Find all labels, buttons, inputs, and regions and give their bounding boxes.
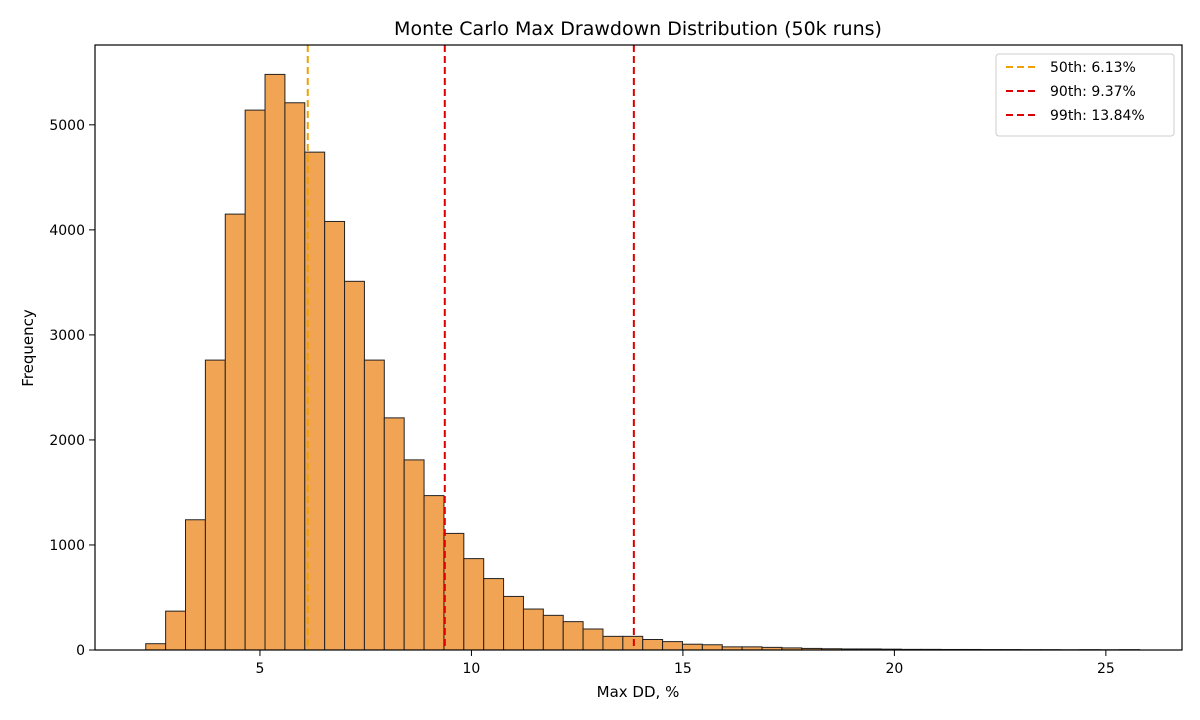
histogram-bar-1 (165, 610, 187, 651)
chart-title: Monte Carlo Max Drawdown Distribution (5… (394, 18, 882, 40)
axis-ticks: 5 10 15 20 25 0 1000 2000 3000 4000 5000 (49, 118, 1114, 677)
legend-entry-2: 99th: 13.84% (1050, 108, 1145, 124)
legend: 50th: 6.13% 90th: 9.37% 99th: 13.84% (995, 53, 1175, 137)
histogram-bar-0 (145, 643, 167, 651)
histogram-bar-23 (602, 635, 624, 651)
legend-box (995, 53, 1175, 137)
y-tick-label-0: 0 (76, 643, 85, 659)
histogram-bar-14 (423, 495, 445, 651)
histogram-bar-25 (642, 639, 664, 651)
histogram-bar-12 (383, 417, 405, 651)
y-tick-label-4: 4000 (49, 223, 85, 239)
legend-entry-0: 50th: 6.13% (1050, 60, 1136, 76)
plot-frame (94, 44, 1183, 651)
histogram-bar-7 (284, 102, 306, 651)
histogram-bar-17 (483, 578, 505, 651)
histogram-bar-21 (562, 621, 584, 651)
y-tick-label-5: 5000 (49, 118, 85, 134)
y-tick-label-1: 1000 (49, 538, 85, 554)
histogram-bar-13 (403, 459, 425, 651)
histogram-bar-2 (185, 519, 206, 651)
x-tick-label-3: 20 (885, 661, 903, 677)
x-tick-label-1: 10 (463, 661, 481, 677)
x-tick-label-0: 5 (255, 661, 264, 677)
histogram-bar-4 (224, 213, 246, 651)
histogram-bar-28 (701, 644, 723, 651)
bars (145, 73, 1141, 651)
histogram-bar-20 (542, 614, 564, 651)
histogram-bar-11 (363, 359, 385, 651)
percentile-lines (306, 45, 635, 650)
histogram-bar-22 (582, 628, 604, 651)
histogram-bar-9 (324, 220, 346, 651)
histogram-bar-19 (522, 608, 544, 651)
histogram-bar-24 (622, 635, 644, 651)
y-tick-label-2: 2000 (49, 433, 85, 449)
histogram-bar-6 (264, 73, 286, 651)
x-tick-label-2: 15 (674, 661, 692, 677)
histogram-bar-18 (503, 595, 524, 651)
histogram-bar-27 (681, 643, 703, 651)
histogram-bar-16 (463, 558, 485, 651)
histogram-bar-26 (662, 641, 683, 651)
histogram-bar-10 (344, 280, 365, 651)
x-tick-label-4: 25 (1097, 661, 1115, 677)
legend-entry-1: 90th: 9.37% (1050, 84, 1136, 100)
y-axis-label: Frequency (19, 309, 37, 387)
histogram-bar-5 (244, 109, 266, 651)
x-axis-label: Max DD, % (597, 683, 680, 701)
histogram-bar-3 (204, 359, 226, 651)
y-tick-label-3: 3000 (49, 328, 85, 344)
histogram-bar-15 (443, 532, 465, 651)
